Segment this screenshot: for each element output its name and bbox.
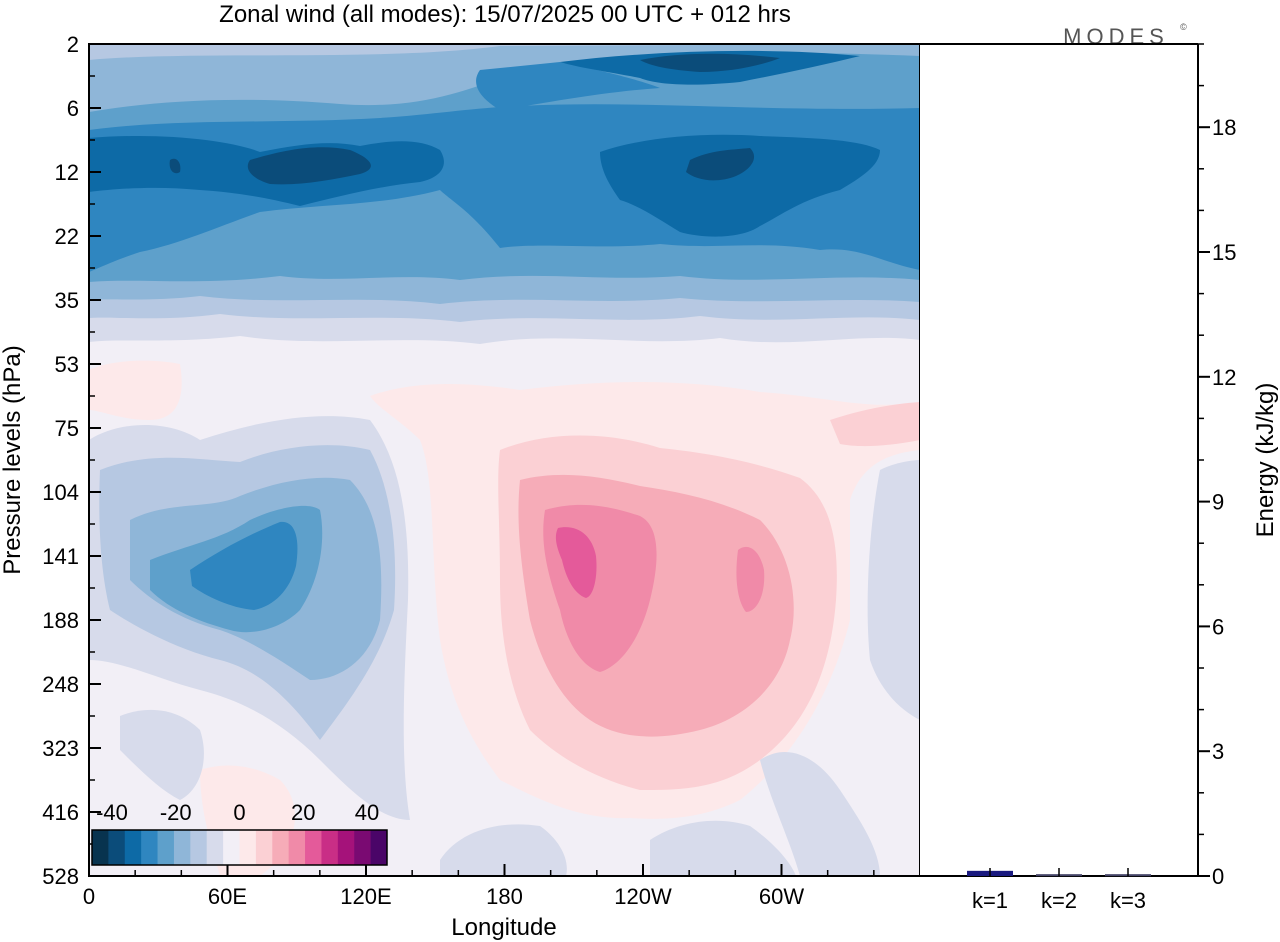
energy-tick-label: 0 [1212,864,1224,889]
y-tick-label: 188 [42,608,79,633]
energy-axis: 0 3 6 9 12 15 18 [1198,43,1236,889]
colorbar-swatch [223,830,240,865]
colorbar-swatch [157,830,175,865]
energy-axis-label: Energy (kJ/kg) [1252,383,1279,538]
longitude-axis: 0 60E 120E 180 120W 60W [83,864,875,909]
colorbar-swatch [354,830,372,865]
y-tick-label: 141 [42,544,79,569]
y-tick-label: 53 [55,352,79,377]
chart-title: Zonal wind (all modes): 15/07/2025 00 UT… [219,1,791,28]
energy-category-label: k=1 [972,888,1008,913]
x-tick-label: 120E [340,884,391,909]
x-tick-label: 60E [208,884,247,909]
y-tick-label: 12 [55,160,79,185]
colorbar-swatch [173,830,191,865]
y-tick-label: 416 [42,800,79,825]
y-tick-label: 75 [55,416,79,441]
tropospheric-easterly-region [89,416,920,876]
energy-category-label: k=3 [1110,888,1146,913]
energy-tick-label: 3 [1212,739,1224,764]
energy-tick-label: 15 [1212,240,1236,265]
y-tick-label: 6 [67,96,79,121]
colorbar-tick-label: -40 [96,800,128,825]
colorbar: -40 -20 0 20 40 [91,800,388,866]
colorbar-tick-label: 0 [233,800,245,825]
y-tick-label: 35 [55,288,79,313]
x-axis-label: Longitude [451,914,556,941]
energy-tick-label: 9 [1212,490,1224,515]
colorbar-frame [91,829,388,866]
energy-tick-label: 18 [1212,115,1236,140]
y-tick-label: 22 [55,224,79,249]
y-tick-label: 528 [42,864,79,889]
colorbar-swatch [92,830,109,865]
energy-panel-background [920,44,1198,876]
energy-tick-label: 12 [1212,365,1236,390]
x-tick-label: 60W [759,884,804,909]
colorbar-tick-label: 40 [355,800,379,825]
pressure-axis: 2 6 12 22 35 53 75 104 141 188 248 323 416 528 [42,32,101,889]
colorbar-swatch [305,830,322,865]
wind-contour-field [89,44,920,876]
colorbar-swatch [337,830,355,865]
westerly-region [89,360,920,876]
colorbar-swatch [190,830,208,865]
colorbar-swatch [206,830,224,865]
colorbar-tick-label: 20 [291,800,315,825]
colorbar-swatch [141,830,159,865]
colorbar-swatch [108,830,126,865]
y-tick-label: 248 [42,672,79,697]
energy-tick-label: 6 [1212,614,1224,639]
y-tick-label: 323 [42,736,79,761]
x-tick-label: 120W [614,884,672,909]
colorbar-swatch [124,830,142,865]
stratospheric-easterly-band [89,44,920,344]
colorbar-swatch [321,830,339,865]
colorbar-swatch [288,830,306,865]
energy-category-label: k=2 [1041,888,1077,913]
colorbar-swatch [239,830,257,865]
colorbar-swatch [255,830,273,865]
energy-bars: k=1 k=2 k=3 [967,868,1151,913]
x-tick-label: 180 [486,884,523,909]
colorbar-swatch [370,830,388,865]
y-tick-label: 2 [67,32,79,57]
x-tick-label: 0 [83,884,95,909]
y-tick-label: 104 [42,480,79,505]
colorbar-tick-label: -20 [160,800,192,825]
copyright-mark: © [1180,22,1192,32]
energy-panel: 0 3 6 9 12 15 18 k=1 k=2 k=3 Energy (kJ/kg) [920,43,1279,913]
y-axis-label: Pressure levels (hPa) [0,345,26,574]
colorbar-swatch [272,830,290,865]
